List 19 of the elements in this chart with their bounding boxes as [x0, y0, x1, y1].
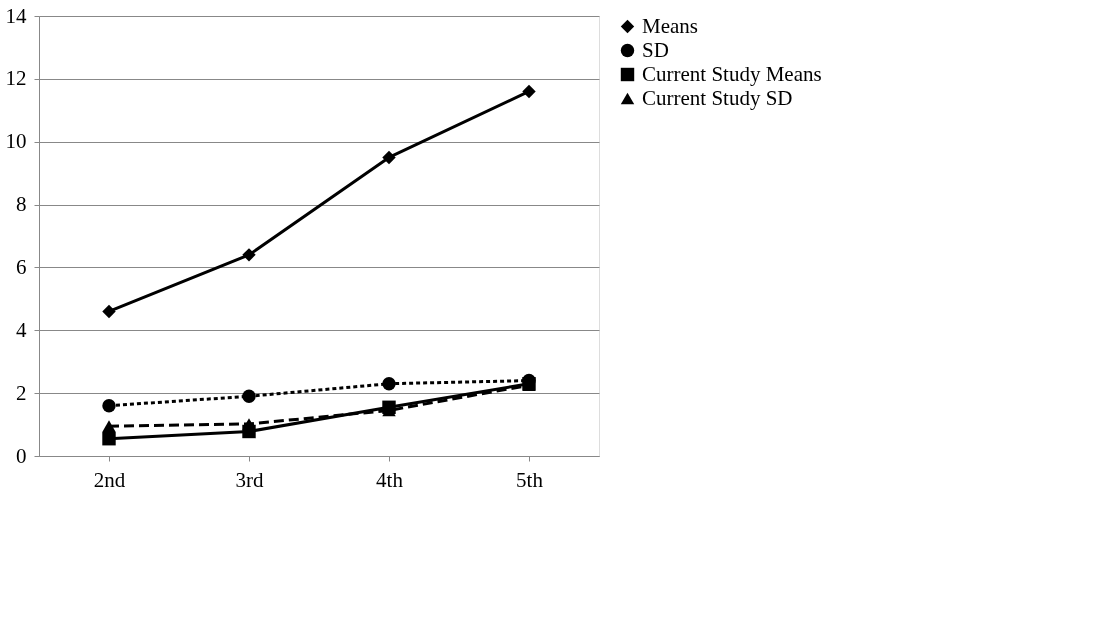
y-tick-label: 10 — [5, 129, 27, 154]
point — [102, 304, 116, 319]
point — [522, 84, 536, 99]
x-tick-label: 5th — [516, 467, 544, 492]
x-tick-label: 3rd — [235, 467, 264, 492]
x-tick-label: 2nd — [93, 467, 126, 492]
y-tick-label: 12 — [5, 66, 27, 91]
point — [102, 399, 116, 413]
y-tick-label: 4 — [16, 317, 27, 342]
y-tick-label: 6 — [16, 254, 27, 279]
legend-label: Means — [642, 13, 698, 38]
y-tick-label: 8 — [16, 192, 27, 217]
legend-label: Current Study Means — [642, 61, 822, 86]
x-tick-label: 4th — [376, 467, 404, 492]
y-tick-label: 14 — [5, 3, 27, 28]
legend-label: Current Study SD — [642, 85, 793, 110]
y-tick-label: 0 — [16, 443, 27, 468]
y-tick-label: 2 — [16, 380, 27, 405]
legend-label: SD — [642, 37, 669, 62]
